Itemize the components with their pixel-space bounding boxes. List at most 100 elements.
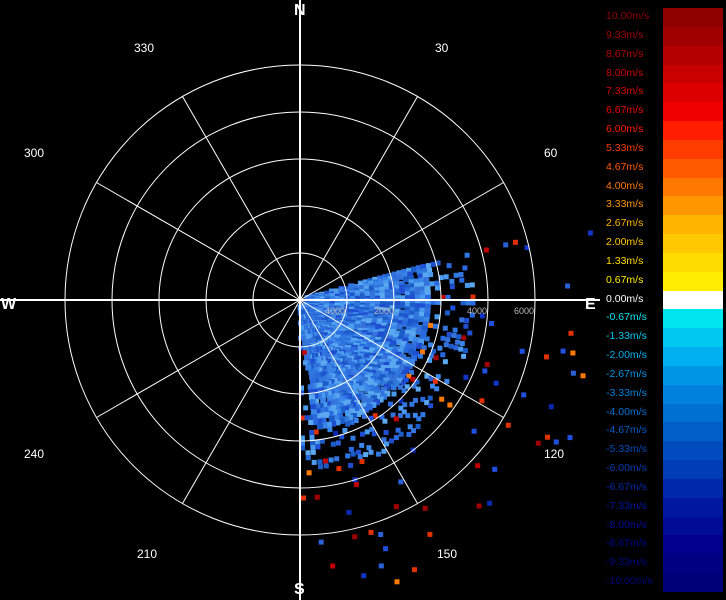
echo-cell — [354, 400, 361, 407]
echo-cell — [420, 263, 427, 270]
echo-cell — [412, 323, 418, 330]
echo-cell — [413, 351, 419, 358]
echo-cell — [406, 326, 413, 333]
echo-cell — [435, 285, 440, 291]
echo-cell — [418, 277, 425, 284]
echo-cell — [383, 330, 390, 337]
echo-cell — [470, 300, 476, 306]
echo-cell — [425, 299, 431, 306]
echo-cell — [378, 563, 384, 569]
echo-cell — [444, 310, 450, 316]
echo-cell — [328, 389, 335, 396]
echo-cell — [411, 327, 417, 334]
echo-cell — [402, 402, 408, 408]
echo-cell — [322, 391, 329, 398]
bearing-210: 210 — [137, 547, 158, 561]
echo-cell — [446, 263, 452, 269]
echo-cell — [368, 415, 374, 421]
bearing-330: 330 — [134, 41, 155, 55]
echo-cell — [399, 344, 406, 351]
echo-cell — [403, 346, 410, 353]
echo-cell — [406, 431, 412, 437]
echo-cell — [391, 337, 398, 344]
echo-cell — [420, 412, 426, 418]
echo-cell — [476, 503, 482, 509]
echo-cell — [459, 341, 465, 346]
echo-cell — [415, 294, 421, 301]
echo-cell — [568, 330, 574, 336]
echo-cell — [404, 287, 411, 294]
echo-cell — [349, 391, 356, 398]
echo-cell — [419, 290, 426, 297]
echo-cell — [408, 349, 415, 355]
echo-cell — [348, 397, 355, 404]
echo-cell — [424, 336, 430, 342]
echo-cell — [397, 384, 403, 390]
echo-cell — [435, 260, 441, 266]
echo-cell — [358, 391, 365, 398]
echo-cell — [333, 403, 340, 410]
echo-cell — [400, 295, 406, 302]
echo-cell — [400, 381, 406, 387]
echo-cell — [338, 385, 345, 392]
echo-cell — [385, 358, 392, 365]
echo-cell — [426, 263, 431, 269]
echo-cell — [415, 328, 422, 335]
echo-cell — [319, 438, 325, 444]
echo-cell — [427, 531, 433, 537]
legend-label: -1.33m/s — [606, 330, 647, 343]
echo-cell — [389, 308, 396, 315]
echo-cell — [484, 362, 490, 367]
echo-cell — [521, 392, 527, 398]
compass-south: S — [294, 581, 305, 598]
echo-cell — [421, 345, 427, 351]
echo-cell — [386, 272, 393, 279]
echo-cell — [398, 405, 404, 411]
echo-cell — [438, 275, 444, 281]
legend-label: 8.67m/s — [606, 47, 644, 60]
echo-cell — [346, 509, 352, 515]
echo-cell — [411, 355, 417, 362]
legend-swatch — [663, 252, 723, 273]
echo-cell — [565, 283, 571, 289]
echo-cell — [393, 504, 399, 510]
echo-cell — [548, 404, 554, 410]
bearing-150: 150 — [437, 547, 458, 561]
echo-cell — [334, 419, 341, 426]
echo-cell — [404, 283, 411, 290]
echo-cell — [346, 403, 353, 410]
echo-cell — [388, 371, 395, 378]
legend-swatch — [663, 290, 723, 310]
echo-cell — [403, 333, 410, 340]
echo-cell — [352, 406, 359, 413]
echo-cell — [469, 282, 475, 288]
echo-cell — [388, 282, 395, 289]
echo-cell — [482, 368, 488, 374]
echo-cell — [446, 331, 452, 337]
echo-cell — [451, 333, 457, 338]
range-tick-4: 6000 — [514, 306, 535, 316]
echo-cell — [373, 311, 380, 318]
echo-cell — [415, 386, 421, 392]
echo-cell — [391, 391, 397, 397]
echo-cell — [419, 334, 426, 341]
compass-east: E — [585, 296, 596, 313]
echo-cell — [469, 312, 475, 318]
echo-cell — [327, 384, 334, 391]
echo-cell — [410, 299, 416, 305]
legend-swatch — [663, 403, 723, 423]
echo-cell — [389, 292, 396, 299]
echo-cell — [395, 351, 402, 358]
echo-cell — [337, 402, 344, 409]
echo-cell — [359, 293, 366, 300]
echo-cell — [400, 354, 407, 361]
echo-cell — [372, 413, 378, 419]
echo-cell — [392, 319, 399, 325]
echo-cell — [335, 440, 341, 446]
echo-cell — [409, 283, 416, 290]
legend-label: 8.00m/s — [606, 66, 644, 79]
echo-cell — [464, 318, 470, 323]
legend-swatch — [663, 497, 723, 518]
echo-cell — [413, 397, 418, 403]
echo-cell — [405, 343, 412, 350]
